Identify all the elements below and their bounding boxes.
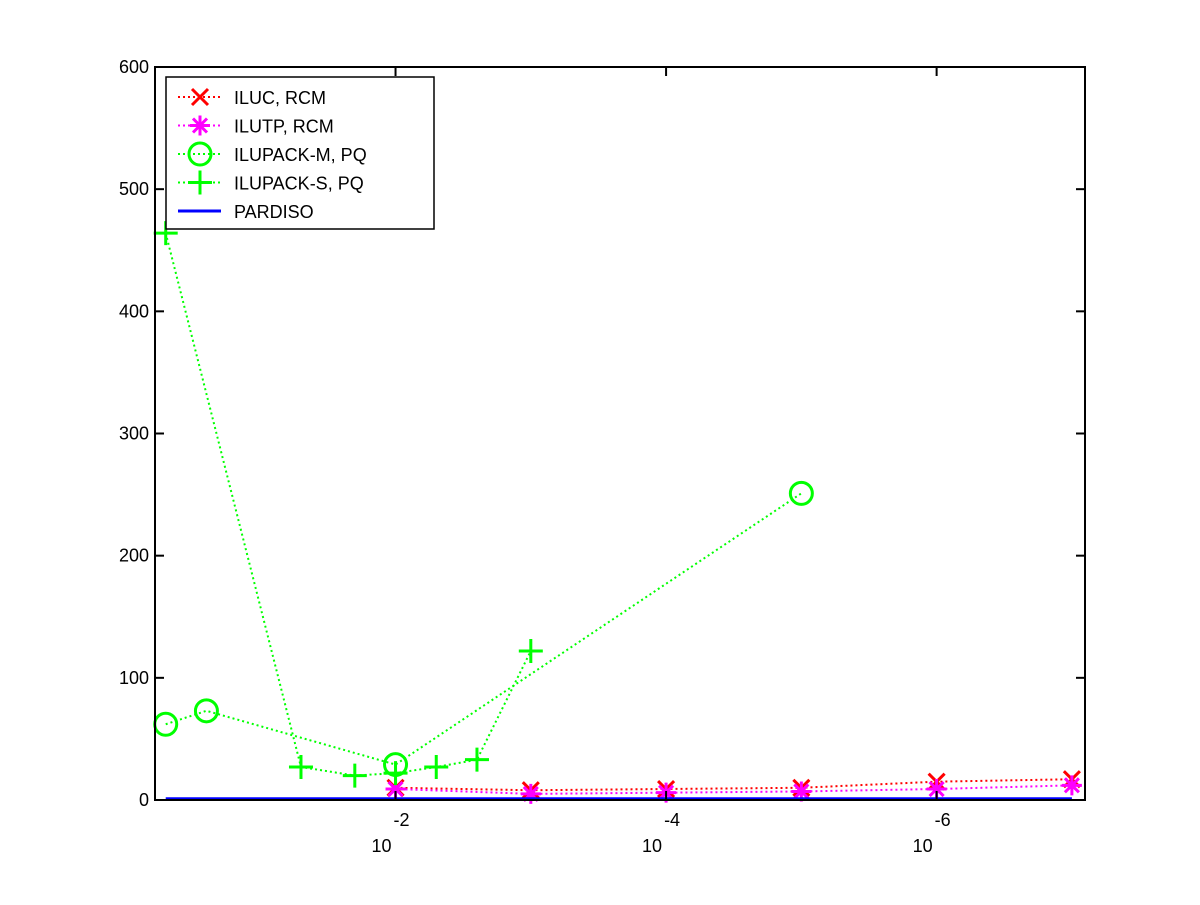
marker	[926, 779, 947, 800]
legend-label: ILUPACK-M, PQ	[234, 145, 367, 165]
x-tick-exponent: -2	[394, 810, 410, 830]
x-tick-label: 10	[372, 836, 392, 856]
y-tick-label: 200	[119, 546, 149, 566]
legend-label: ILUTP, RCM	[234, 117, 334, 137]
y-tick-label: 400	[119, 301, 149, 321]
x-tick-exponent: -4	[664, 810, 680, 830]
x-tick-label: 10	[642, 836, 662, 856]
y-tick-label: 0	[139, 790, 149, 810]
series-line	[165, 492, 802, 766]
y-tick-label: 600	[119, 57, 149, 77]
legend-marker	[190, 87, 210, 107]
marker	[385, 779, 406, 800]
marker	[520, 783, 541, 804]
marker	[791, 781, 812, 802]
x-tick-exponent: -6	[935, 810, 951, 830]
x-tick-label: 10	[913, 836, 933, 856]
marker	[342, 763, 367, 788]
y-tick-label: 100	[119, 668, 149, 688]
marker	[383, 761, 408, 786]
marker	[424, 755, 449, 780]
legend-label: ILUC, RCM	[234, 88, 326, 108]
marker	[288, 755, 313, 780]
marker	[518, 638, 543, 663]
legend-label: ILUPACK-S, PQ	[234, 174, 364, 194]
marker	[1061, 775, 1082, 796]
marker	[193, 698, 219, 724]
legend-label: PARDISO	[234, 202, 314, 222]
legend-marker	[187, 141, 213, 167]
legend-marker	[190, 115, 210, 136]
y-tick-label: 500	[119, 179, 149, 199]
y-tick-label: 300	[119, 424, 149, 444]
legend-marker	[188, 170, 212, 195]
marker	[788, 480, 814, 506]
marker	[464, 747, 489, 772]
